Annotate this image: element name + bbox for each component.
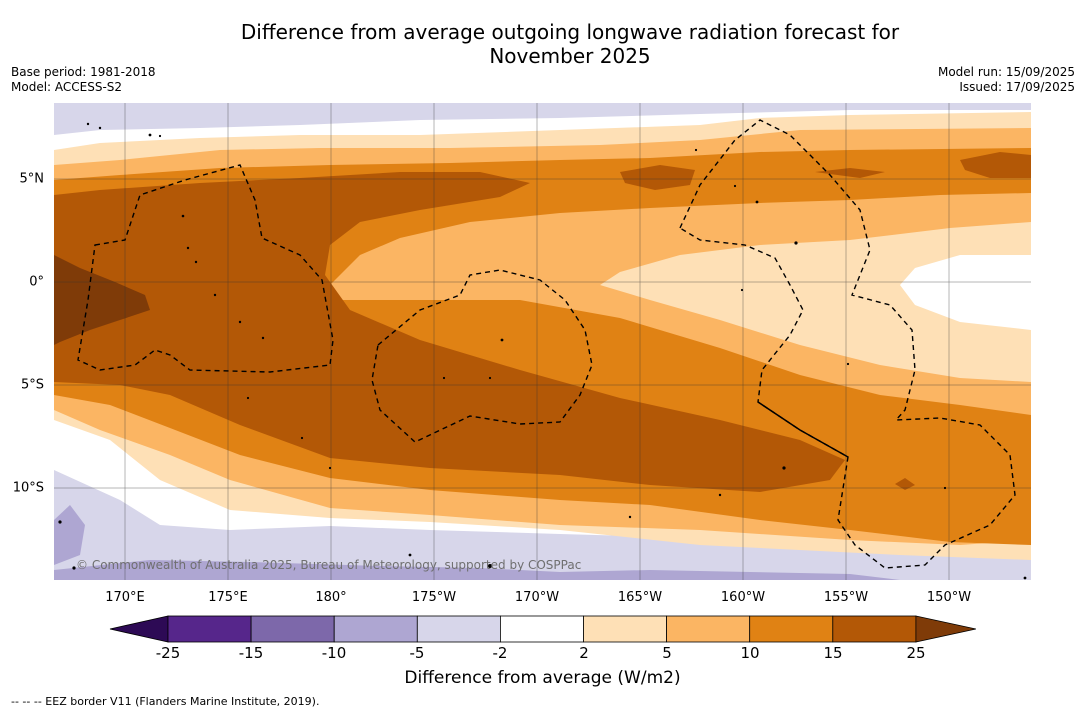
colorbar-tick: 10: [740, 644, 760, 662]
eez-footnote: -- -- -- EEZ border V11 (Flanders Marine…: [11, 695, 320, 708]
x-tick: 175°E: [208, 590, 248, 605]
band-neutral-patch: [900, 255, 1031, 330]
band-15-25: [54, 172, 845, 492]
colorbar-tick: -10: [321, 644, 347, 662]
colorbar-extend-high: [915, 615, 976, 643]
model-name: Model: ACCESS-S2: [11, 80, 123, 94]
colorbar-label: Difference from average (W/m2): [404, 668, 681, 688]
x-tick: 160°W: [720, 590, 766, 605]
band-above-25: [54, 255, 150, 345]
map-title: Difference from average outgoing longwav…: [150, 20, 990, 68]
patch-negative-nw: [54, 103, 200, 130]
x-tick: 175°W: [411, 590, 457, 605]
x-tick: 170°W: [514, 590, 560, 605]
patch-15-25-c: [815, 168, 885, 178]
x-tick: 155°W: [823, 590, 869, 605]
colorbar-tick: 25: [906, 644, 926, 662]
colorbar-segment: [416, 615, 501, 643]
colorbar-segment: [832, 615, 917, 643]
colorbar-tick: -15: [238, 644, 264, 662]
colorbar-tick: -2: [492, 644, 508, 662]
copyright-notice: © Commonwealth of Australia 2025, Bureau…: [76, 558, 582, 572]
colorbar-segment: [749, 615, 834, 643]
y-tick: 5°N: [19, 171, 45, 187]
gridlines: [54, 103, 1031, 580]
base-period: Base period: 1981-2018: [11, 65, 156, 79]
meta-right: Model run: 15/09/2025 Issued: 17/09/2025: [938, 65, 1075, 95]
patch-negative-sw: [54, 505, 85, 565]
model-run: Model run: 15/09/2025: [937, 65, 1075, 79]
issued-date: Issued: 17/09/2025: [959, 80, 1075, 94]
x-tick: 165°W: [617, 590, 663, 605]
colorbar-segment: [666, 615, 751, 643]
title-line-2: November 2025: [489, 44, 651, 68]
y-tick: 0°: [29, 274, 44, 290]
y-tick: 5°S: [20, 377, 44, 393]
colorbar-segment: [499, 615, 584, 643]
band-2-5-tongue: [600, 222, 1031, 382]
title-line-1: Difference from average outgoing longwav…: [240, 20, 900, 44]
colorbar-segment: [167, 615, 252, 643]
colorbar-tick: 15: [823, 644, 843, 662]
patch-negative-s: [54, 560, 900, 580]
colorbar-segment: [583, 615, 667, 643]
colorbar-extend-low: [109, 615, 169, 643]
colorbar: [109, 615, 976, 643]
solid-border: [757, 401, 849, 458]
x-tick: 180°: [315, 590, 347, 605]
colorbar-segment: [333, 615, 418, 643]
patch-15-25-a: [620, 165, 695, 190]
patch-15-25-b: [960, 152, 1031, 178]
patch-15-25-d: [895, 478, 915, 490]
meta-left: Base period: 1981-2018 Model: ACCESS-S2: [11, 65, 156, 95]
colorbar-tick: -5: [409, 644, 425, 662]
x-tick: 170°E: [105, 590, 145, 605]
x-tick: 150°W: [926, 590, 972, 605]
eez-borders: [77, 119, 1016, 569]
colorbar-tick: 2: [579, 644, 589, 662]
y-tick: 10°S: [12, 480, 44, 496]
islands: [58, 122, 1027, 580]
colorbar-tick: -25: [155, 644, 181, 662]
colorbar-segment: [250, 615, 335, 643]
colorbar-tick: 5: [662, 644, 672, 662]
